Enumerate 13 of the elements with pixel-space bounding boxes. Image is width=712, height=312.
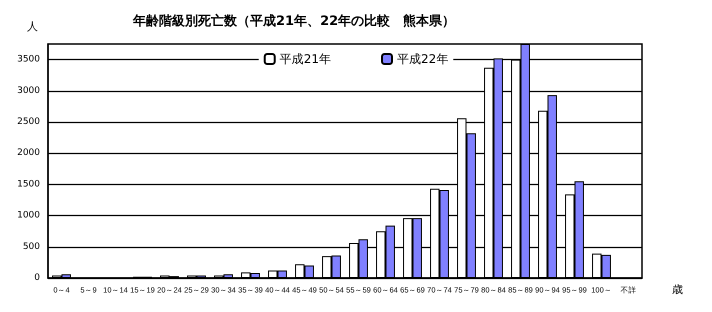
x-axis-title: 歳	[672, 283, 683, 296]
y-tick-label: 1000	[17, 210, 40, 221]
y-tick-label: 0	[34, 273, 40, 283]
chart-title: 年齢階級別死亡数（平成21年、22年の比較 熊本県）	[132, 13, 456, 29]
y-tick-label: 3000	[17, 86, 40, 96]
legend-label: 平成21年	[280, 52, 332, 66]
y-tick-label: 2000	[17, 148, 40, 158]
y-axis-title: 人	[27, 20, 38, 33]
y-tick-label: 2500	[17, 117, 40, 127]
legend-label: 平成22年	[397, 52, 448, 66]
y-tick-label: 3500	[17, 54, 40, 65]
y-tick-label: 1500	[17, 179, 40, 190]
y-tick-label: 500	[22, 242, 40, 252]
